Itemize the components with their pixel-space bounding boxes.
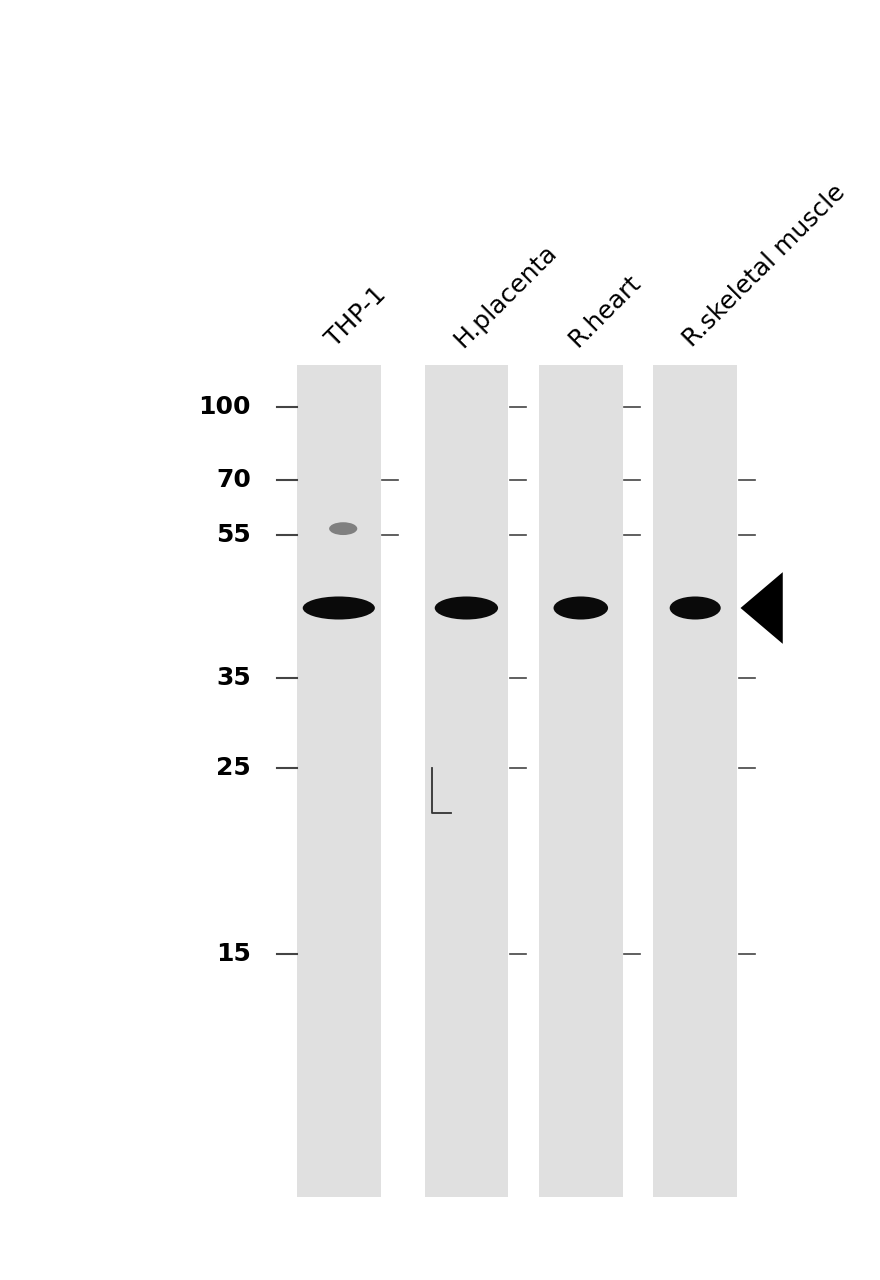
- Bar: [297, 365, 380, 1197]
- Ellipse shape: [329, 522, 357, 535]
- Text: 70: 70: [216, 468, 251, 492]
- Text: 100: 100: [198, 396, 251, 419]
- Ellipse shape: [554, 596, 608, 620]
- Text: R.skeletal muscle: R.skeletal muscle: [678, 180, 850, 352]
- Bar: [425, 365, 509, 1197]
- Bar: [653, 365, 737, 1197]
- Ellipse shape: [303, 596, 375, 620]
- Text: H.placenta: H.placenta: [450, 239, 561, 352]
- Text: 15: 15: [216, 942, 251, 965]
- Text: R.heart: R.heart: [564, 270, 645, 352]
- Ellipse shape: [435, 596, 498, 620]
- Text: 55: 55: [216, 524, 251, 547]
- Polygon shape: [741, 572, 783, 644]
- Text: 35: 35: [216, 667, 251, 690]
- Text: THP-1: THP-1: [322, 283, 391, 352]
- Text: 25: 25: [216, 756, 251, 780]
- Ellipse shape: [670, 596, 721, 620]
- Bar: [539, 365, 623, 1197]
